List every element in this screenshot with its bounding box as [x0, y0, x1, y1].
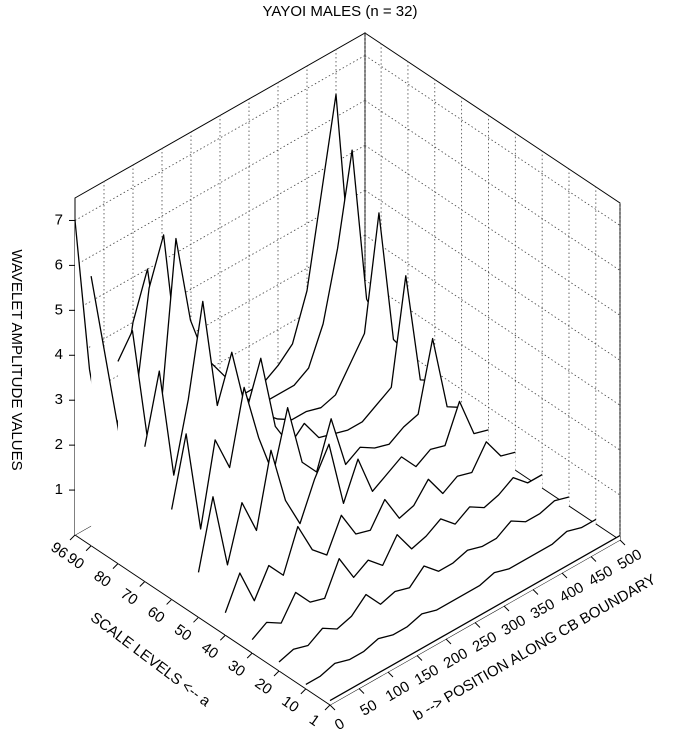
- y-tick-label: 70: [117, 585, 140, 608]
- x-tick-label: 0: [332, 715, 348, 734]
- y-tick: [300, 688, 307, 695]
- x-tick: [590, 556, 597, 562]
- series-fill: [225, 441, 516, 636]
- y-tick-label: 80: [91, 567, 114, 590]
- z-tick-label: 6: [55, 256, 63, 273]
- y-axis: [74, 534, 331, 706]
- grid-line: [364, 55, 621, 226]
- x-tick-label: 400: [557, 579, 587, 606]
- y-tick: [166, 599, 172, 605]
- grid-line: [364, 100, 621, 271]
- y-tick-label: 1: [306, 711, 323, 730]
- z-tick-label: 2: [55, 436, 63, 453]
- grid-line: [364, 324, 621, 496]
- x-axis-title: b --> POSITION ALONG CB BOUNDARY: [411, 571, 659, 724]
- y-tick: [69, 534, 76, 541]
- y-tick: [112, 563, 119, 569]
- x-tick: [445, 638, 452, 645]
- x-tick-label: 200: [441, 645, 471, 672]
- series-line: [305, 518, 597, 685]
- x-tick-label: 300: [499, 612, 529, 639]
- y-axis-title: SCALE LEVELS <-- a: [87, 609, 214, 711]
- x-tick: [474, 622, 481, 628]
- z-axis-title: WAVELET AMPLITUDE VALUES: [8, 249, 25, 470]
- y-tick: [273, 670, 280, 677]
- y-tick: [193, 616, 199, 623]
- y-tick-label: 90: [64, 550, 87, 573]
- y-tick-label: 40: [198, 639, 221, 662]
- series-fill: [279, 497, 569, 671]
- z-tick-label: 7: [55, 211, 63, 228]
- series-line: [224, 441, 516, 613]
- x-tick: [503, 605, 510, 612]
- y-tick-label: 10: [278, 693, 301, 716]
- series-fill: [252, 474, 543, 654]
- y-tick-label: 60: [144, 603, 167, 626]
- x-tick-label: 50: [357, 697, 380, 720]
- grid-line: [364, 145, 621, 316]
- x-tick: [329, 704, 336, 711]
- chart-title: YAYOI MALES (n = 32): [263, 3, 418, 20]
- y-tick: [85, 545, 92, 552]
- series-line: [278, 496, 570, 663]
- y-tick: [139, 581, 146, 587]
- x-tick: [561, 572, 568, 579]
- series-fill: [305, 519, 596, 689]
- y-tick-label: 30: [225, 657, 248, 680]
- x-tick-label: 450: [586, 562, 616, 589]
- x-tick-label: 500: [615, 546, 645, 573]
- series-line: [170, 337, 462, 530]
- z-tick-label: 4: [55, 346, 63, 363]
- x-tick: [416, 655, 423, 661]
- x-tick: [358, 688, 365, 694]
- x-tick-label: 250: [470, 628, 500, 655]
- y-tick: [324, 704, 331, 711]
- series-line: [329, 534, 621, 702]
- grid-line: [364, 234, 621, 406]
- z-tick-label: 1: [55, 481, 63, 498]
- z-tick-label: 3: [55, 391, 63, 408]
- series-fill: [330, 535, 620, 705]
- series-fill: [198, 401, 489, 618]
- grid-line: [364, 279, 621, 451]
- grid-line: [364, 189, 621, 361]
- x-tick-label: 100: [383, 678, 413, 705]
- y-tick-label: 20: [252, 675, 275, 698]
- y-tick: [246, 652, 253, 659]
- series-line: [251, 474, 543, 641]
- y-tick-label: 50: [171, 621, 194, 644]
- x-tick: [532, 589, 539, 595]
- y-tick-label: 96: [48, 539, 71, 562]
- x-tick: [387, 671, 394, 678]
- x-tick-label: 150: [412, 661, 442, 688]
- x-tick-label: 350: [528, 595, 558, 622]
- y-tick: [219, 634, 226, 641]
- series-line: [197, 400, 489, 573]
- z-tick-label: 5: [55, 301, 63, 318]
- x-tick: [619, 539, 626, 546]
